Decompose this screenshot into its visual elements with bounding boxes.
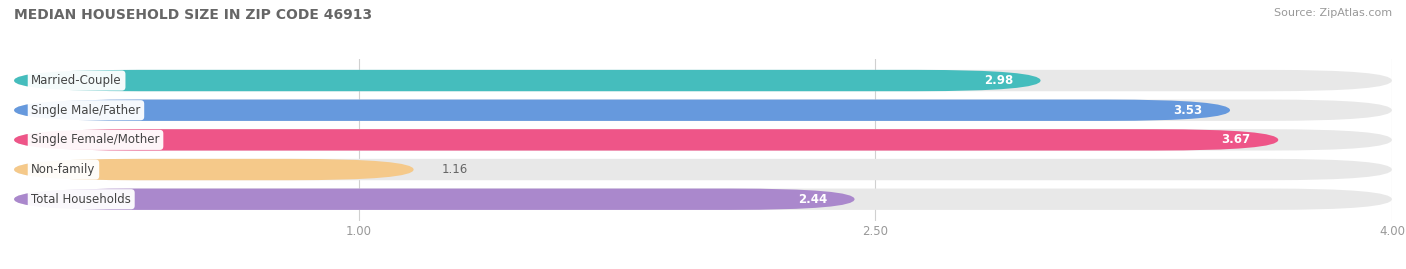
FancyBboxPatch shape bbox=[14, 189, 1392, 210]
Text: 2.98: 2.98 bbox=[984, 74, 1012, 87]
Text: Single Female/Mother: Single Female/Mother bbox=[31, 133, 160, 146]
FancyBboxPatch shape bbox=[14, 159, 413, 180]
Text: 2.44: 2.44 bbox=[797, 193, 827, 206]
FancyBboxPatch shape bbox=[14, 189, 855, 210]
FancyBboxPatch shape bbox=[14, 100, 1230, 121]
FancyBboxPatch shape bbox=[14, 129, 1278, 151]
FancyBboxPatch shape bbox=[14, 70, 1040, 91]
FancyBboxPatch shape bbox=[14, 70, 1392, 91]
Text: Married-Couple: Married-Couple bbox=[31, 74, 122, 87]
Text: 3.53: 3.53 bbox=[1174, 104, 1202, 117]
Text: Total Households: Total Households bbox=[31, 193, 131, 206]
Text: 3.67: 3.67 bbox=[1222, 133, 1251, 146]
Text: Non-family: Non-family bbox=[31, 163, 96, 176]
FancyBboxPatch shape bbox=[14, 129, 1392, 151]
Text: 1.16: 1.16 bbox=[441, 163, 467, 176]
Text: MEDIAN HOUSEHOLD SIZE IN ZIP CODE 46913: MEDIAN HOUSEHOLD SIZE IN ZIP CODE 46913 bbox=[14, 8, 373, 22]
Text: Single Male/Father: Single Male/Father bbox=[31, 104, 141, 117]
Text: Source: ZipAtlas.com: Source: ZipAtlas.com bbox=[1274, 8, 1392, 18]
FancyBboxPatch shape bbox=[14, 100, 1392, 121]
FancyBboxPatch shape bbox=[14, 159, 1392, 180]
